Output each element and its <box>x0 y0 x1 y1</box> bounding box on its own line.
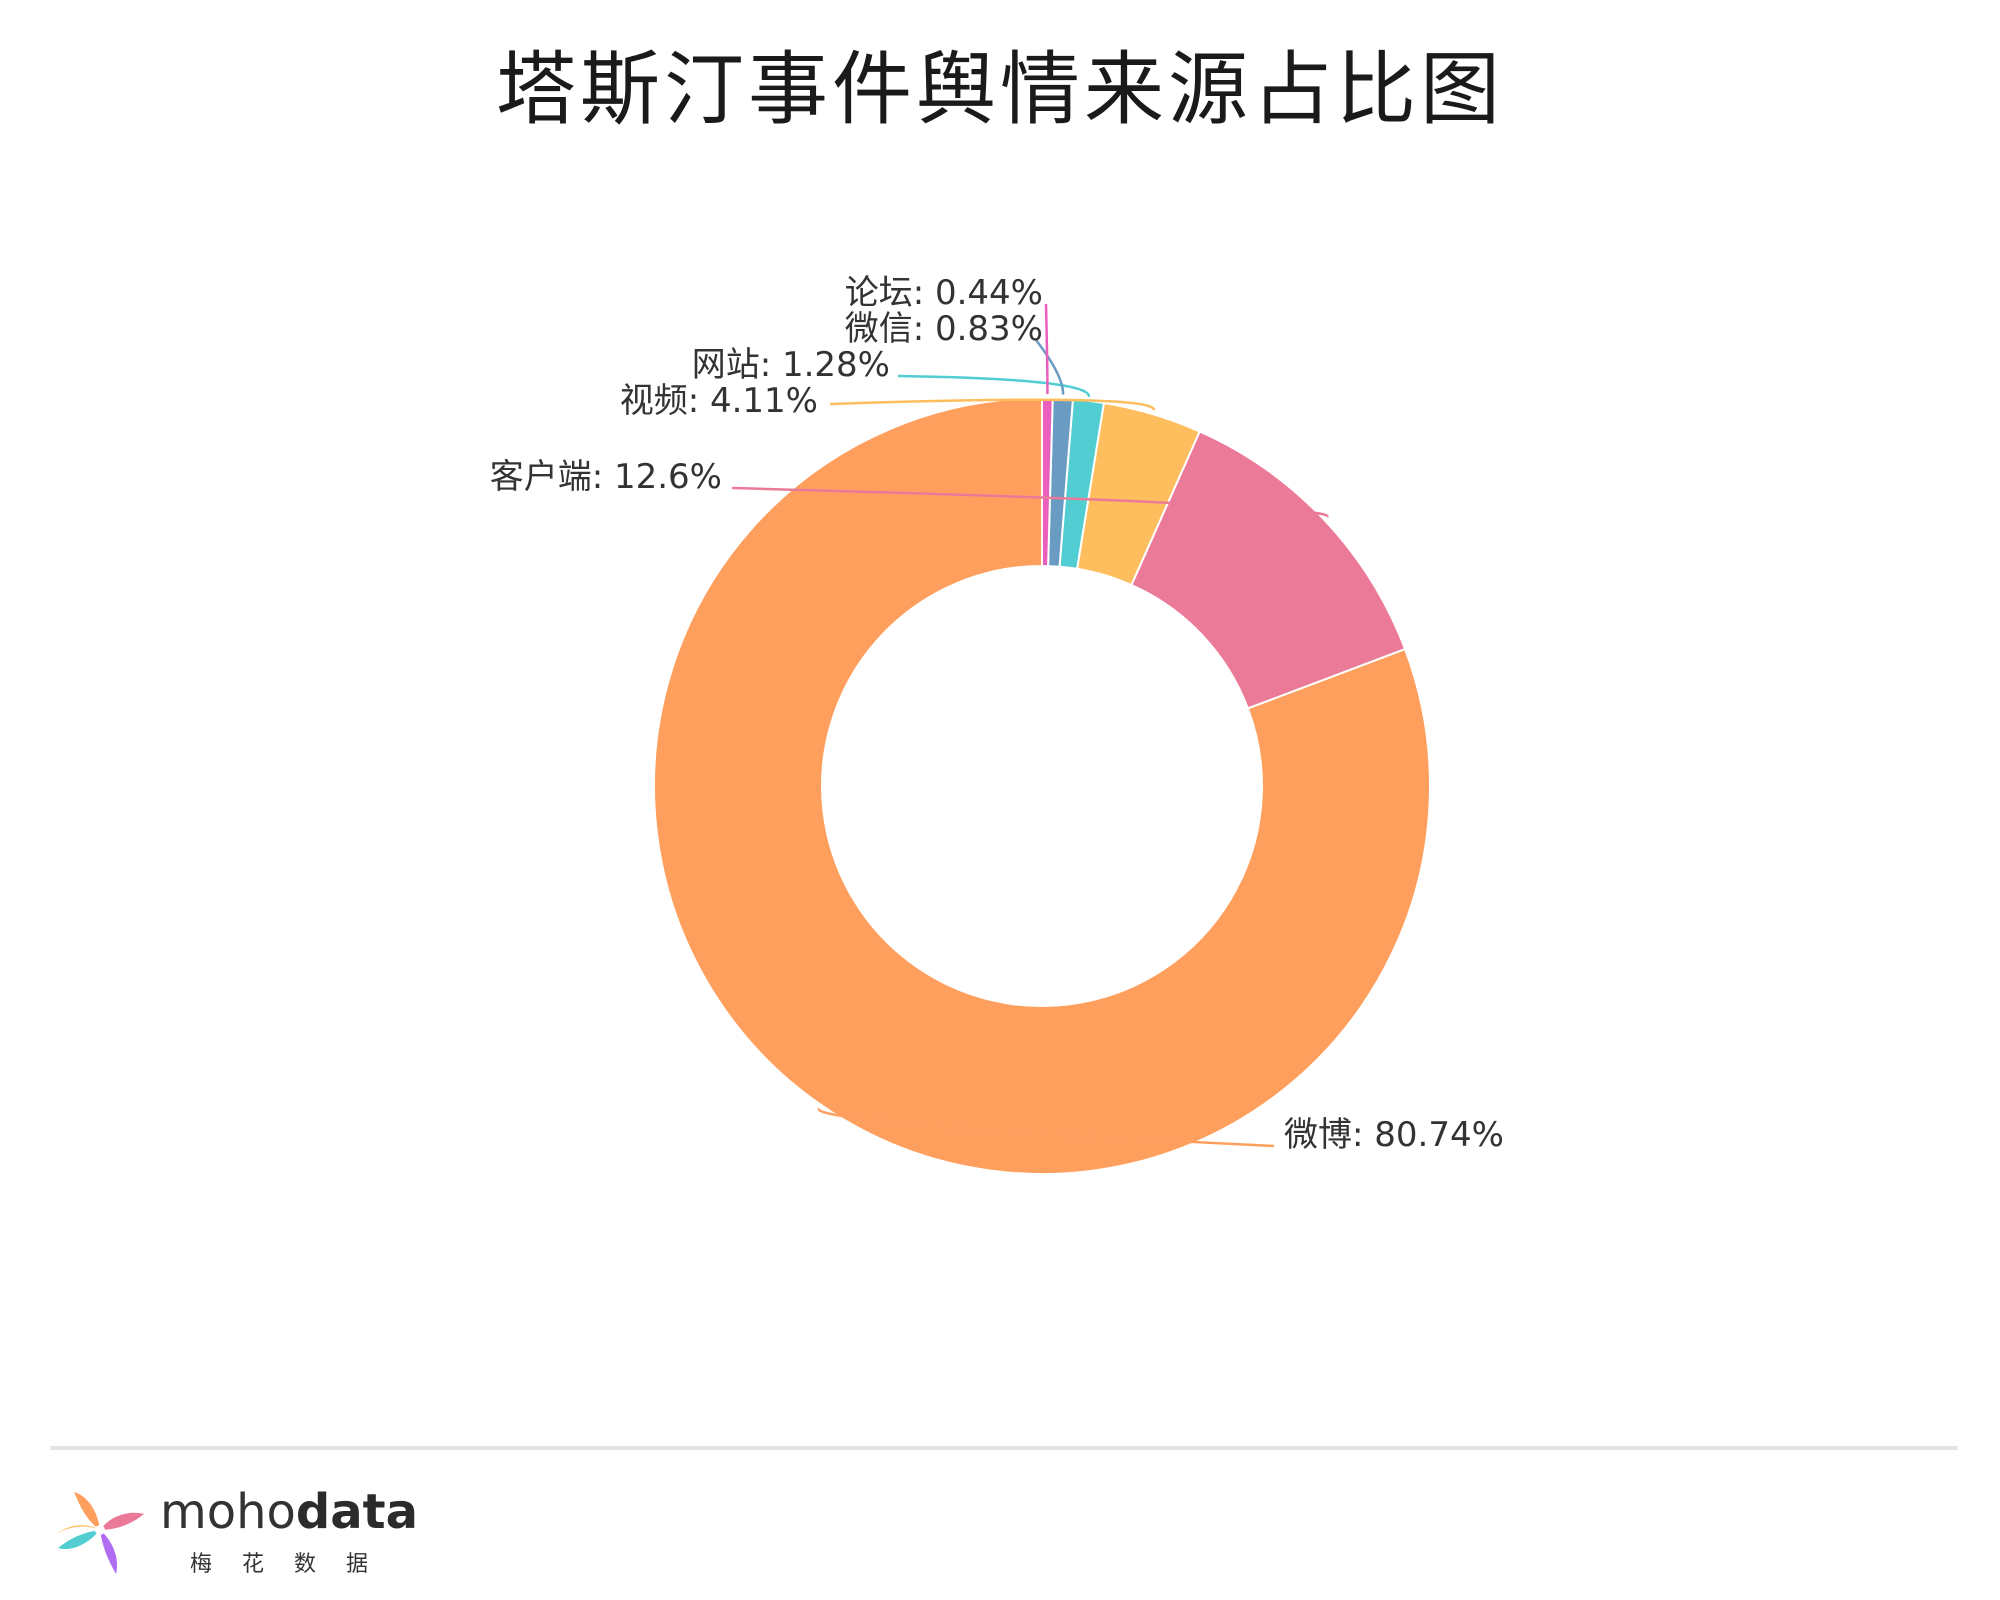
leader-line-客户端 <box>731 486 1329 519</box>
brand-subtitle: 梅花数据 <box>190 1552 399 1577</box>
donut-chart: 微博: 80.74% 客户端: 12.6% 视频: 4.11%网站: 1.28%微信… <box>490 273 1504 1175</box>
slice-label-论坛: 论坛: 0.44% <box>845 273 1043 313</box>
slice-label-微博: 微博: 80.74% <box>1284 1115 1504 1155</box>
pinwheel-logo-icon <box>56 1492 144 1574</box>
slice-label-客户端: 客户端: 12.6% <box>490 457 722 497</box>
leader-line-微博 <box>817 1107 1275 1148</box>
label-leader-lines <box>731 303 1329 1148</box>
brand-bold: data <box>295 1484 419 1540</box>
chart-title: 塔斯汀事件舆情来源占比图 <box>496 43 1504 136</box>
donut-slices <box>653 396 1431 1175</box>
brand-name: mohodata <box>160 1482 418 1542</box>
footer-divider <box>50 1446 1958 1450</box>
slice-论坛 <box>1041 396 1054 568</box>
leader-line-微信 <box>1035 339 1065 395</box>
slice-label-视频: 视频: 4.11% <box>620 381 818 421</box>
leader-line-视频 <box>829 398 1156 411</box>
leader-line-网站 <box>897 374 1091 398</box>
leader-line-论坛 <box>1044 303 1049 395</box>
brand-light: moho <box>160 1484 296 1540</box>
slice-label-网站: 网站: 1.28% <box>692 345 890 385</box>
slice-label-微信: 微信: 0.83% <box>845 309 1043 349</box>
slice-labels: 微博: 80.74% 客户端: 12.6% 视频: 4.11%网站: 1.28%微信… <box>490 273 1504 1155</box>
slice-微博 <box>653 396 1431 1175</box>
